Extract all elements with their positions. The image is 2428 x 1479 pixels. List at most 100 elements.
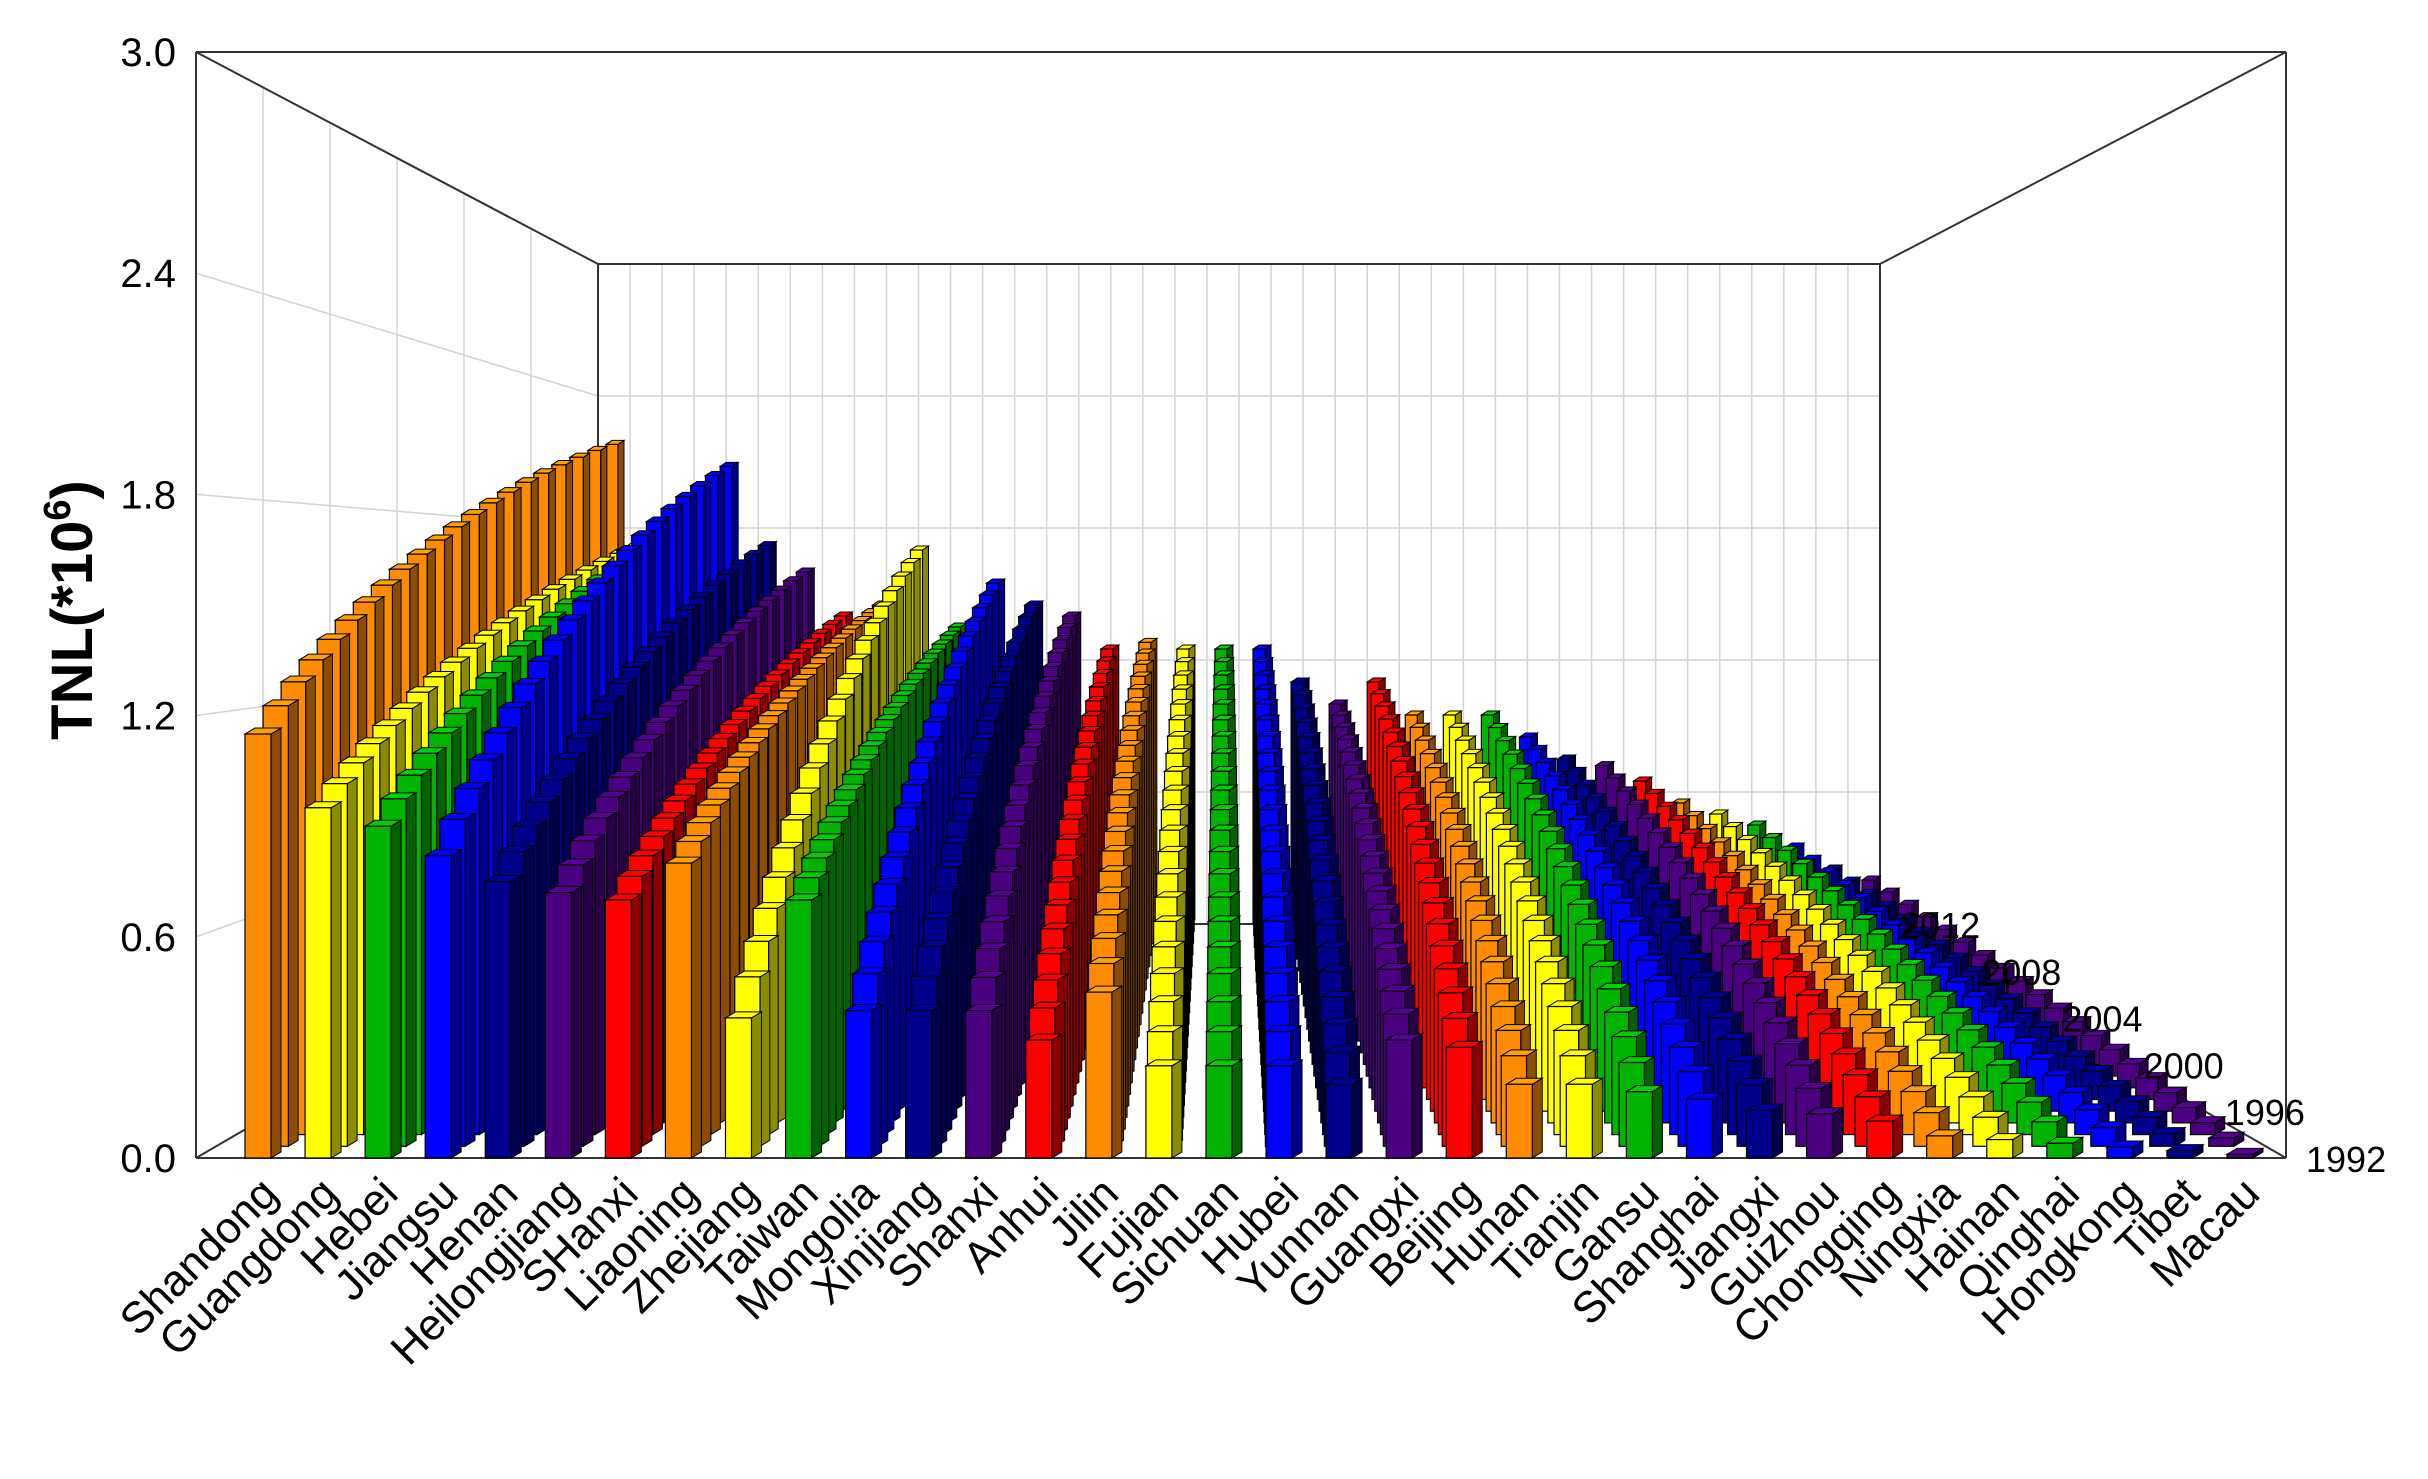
bar-side xyxy=(991,1003,1003,1159)
y-tick-label: 2.4 xyxy=(120,252,176,296)
y-tick-label: 3.0 xyxy=(120,31,176,75)
bar-Taiwan-1992 xyxy=(783,893,824,1159)
bar-side xyxy=(630,893,642,1159)
bar-Mongolia-1992 xyxy=(843,1003,884,1159)
bar-Macau-1993 xyxy=(2206,1131,2246,1148)
bar-Hunan-1992 xyxy=(1504,1077,1545,1159)
bar-side xyxy=(390,819,402,1159)
bar-side xyxy=(1291,1058,1303,1159)
y-tick-label: 1.8 xyxy=(120,473,176,517)
bar-side xyxy=(582,857,594,1148)
y-axis-title-close: ) xyxy=(40,480,105,499)
bar-side xyxy=(750,1011,762,1159)
bar-front xyxy=(2226,1153,2254,1159)
bar-front xyxy=(1565,1083,1593,1159)
bar-front xyxy=(845,1009,873,1159)
bar-front xyxy=(1805,1113,1834,1159)
category-labels: ShandongGuangdongHebeiJiangsuHenanHeilon… xyxy=(111,1168,2270,1374)
bar-Hainan-1994 xyxy=(1957,1090,1996,1136)
bar-front xyxy=(2208,1137,2235,1147)
bar-front xyxy=(784,899,813,1159)
bar-front xyxy=(304,807,332,1159)
bar-front xyxy=(1025,1039,1053,1159)
bar-side xyxy=(1231,1058,1243,1159)
bar-side xyxy=(871,1003,883,1159)
bar-Tianjin-1992 xyxy=(1564,1077,1605,1159)
bar-side xyxy=(652,849,663,1136)
bar-Shanghai-1992 xyxy=(1684,1092,1725,1159)
bar-Chongqing-1992 xyxy=(1864,1114,1905,1159)
bar-SHanxi-1992 xyxy=(603,893,644,1159)
bar-side xyxy=(641,869,653,1148)
bar-front xyxy=(2171,1106,2197,1124)
bar-side xyxy=(450,848,462,1159)
bar-front xyxy=(1866,1120,1894,1159)
bar-side xyxy=(464,812,476,1148)
bar-Macau-1992 xyxy=(2225,1147,2265,1159)
bar-Sichuan-1992 xyxy=(1204,1058,1244,1159)
bar-side xyxy=(1772,1103,1784,1159)
bar-side xyxy=(1591,1077,1603,1159)
bar-front xyxy=(1385,1039,1413,1159)
bar-side xyxy=(931,1003,943,1159)
bar-Hainan-1992 xyxy=(1984,1132,2025,1159)
bar-Fujian-1992 xyxy=(1144,1058,1184,1159)
bar-Hongkong-1993 xyxy=(2089,1120,2128,1148)
y-tick-label: 0.0 xyxy=(120,1137,176,1181)
y-ticks: 0.0 0.6 1.2 1.8 2.4 3.0 xyxy=(120,31,176,1181)
bar-Gansu-1992 xyxy=(1624,1084,1665,1159)
bar-Heilongjiang-1992 xyxy=(543,885,584,1159)
bar-front xyxy=(544,891,572,1159)
bar-Anhui-1992 xyxy=(1023,1033,1064,1159)
bar-Tibet-1992 xyxy=(2165,1143,2205,1159)
bar-Guangdong-1992 xyxy=(303,800,343,1159)
bar-side xyxy=(1651,1084,1663,1159)
y-axis-title-text: TNL(*10 xyxy=(40,521,105,740)
bar-front xyxy=(1745,1109,1774,1159)
bar-side xyxy=(1832,1106,1844,1159)
bar-front xyxy=(2149,1132,2176,1147)
bar-Shanxi-1992 xyxy=(963,1003,1004,1159)
bar-side xyxy=(330,800,342,1159)
y-tick-label: 1.2 xyxy=(120,695,176,739)
bar-Macau-1994 xyxy=(2188,1115,2227,1136)
year-tick-label: 1992 xyxy=(2306,1139,2386,1180)
bar-Xinjiang-1992 xyxy=(903,1003,944,1159)
bar-Hongkong-1992 xyxy=(2105,1140,2145,1159)
bar-side xyxy=(1411,1033,1423,1159)
year-tick-label: 2000 xyxy=(2144,1045,2224,1086)
bar-front xyxy=(1926,1135,1954,1159)
year-tick-label: 2008 xyxy=(1981,952,2061,993)
year-tick-label: 1996 xyxy=(2225,1092,2305,1133)
bar-Zhejiang-1992 xyxy=(723,1011,764,1159)
bar-front xyxy=(1325,1083,1353,1159)
bar-front xyxy=(1445,1046,1473,1159)
bar-Jiangsu-1992 xyxy=(423,848,463,1159)
bar-front xyxy=(1625,1091,1653,1159)
bar-front xyxy=(1685,1098,1714,1159)
bar-side xyxy=(1051,1033,1063,1159)
bar-Qinghai-1992 xyxy=(2045,1136,2085,1159)
bar-Ningxia-1992 xyxy=(1924,1128,1965,1159)
bar-Henan-1992 xyxy=(483,874,524,1159)
bar-side xyxy=(510,874,522,1159)
bar-side xyxy=(1111,985,1123,1159)
year-tick-label: 2012 xyxy=(1900,905,1980,946)
bar-front xyxy=(664,862,693,1159)
bar-front xyxy=(1205,1065,1233,1159)
bar-side xyxy=(1892,1114,1904,1159)
bar-side xyxy=(710,815,721,1136)
bar-front xyxy=(2090,1127,2117,1147)
bar-side xyxy=(1351,1077,1363,1159)
bar-front xyxy=(905,1009,933,1159)
bar-side xyxy=(1471,1040,1483,1159)
bar-Guizhou-1992 xyxy=(1804,1106,1845,1159)
bar-Liaoning-1992 xyxy=(663,856,704,1159)
year-tick-label: 2004 xyxy=(2062,999,2142,1040)
bar-front xyxy=(1986,1138,2014,1159)
bar-front xyxy=(724,1017,753,1159)
bar-front xyxy=(604,899,632,1159)
bar-side xyxy=(690,856,702,1159)
